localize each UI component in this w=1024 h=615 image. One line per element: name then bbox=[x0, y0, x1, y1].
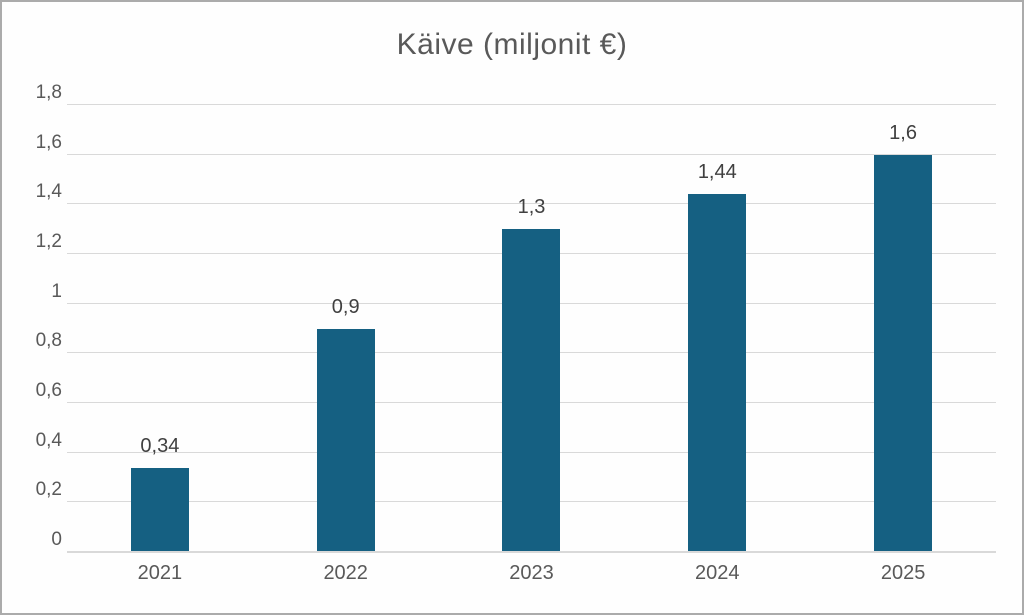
bar-2024 bbox=[688, 194, 747, 552]
y-axis-tick-label: 0,2 bbox=[35, 479, 62, 501]
bar-series: 0,34 0,9 1,3 1,44 1,6 bbox=[67, 105, 996, 552]
bar-slot: 1,44 bbox=[624, 105, 810, 552]
bar-slot: 0,34 bbox=[67, 105, 253, 552]
y-axis-tick-label: 1,6 bbox=[35, 131, 62, 153]
y-axis-tick-label: 0,4 bbox=[35, 429, 62, 451]
bar-slot: 1,6 bbox=[810, 105, 996, 552]
y-axis-tick-label: 1 bbox=[51, 280, 62, 302]
gridline bbox=[67, 104, 996, 105]
gridline bbox=[67, 203, 996, 205]
data-label: 1,44 bbox=[697, 161, 737, 184]
data-label: 0,34 bbox=[140, 434, 180, 457]
y-axis-tick-label: 1,4 bbox=[35, 181, 62, 203]
x-axis-tick-label: 2023 bbox=[509, 562, 554, 584]
bar-slot: 1,3 bbox=[439, 105, 625, 552]
x-axis-tick-label: 2025 bbox=[880, 562, 926, 584]
bar-slot: 0,9 bbox=[253, 105, 439, 552]
chart-title: Käive (miljonit €) bbox=[396, 28, 628, 61]
bar-2025 bbox=[874, 154, 933, 552]
bar-2021 bbox=[130, 467, 189, 552]
bar-2022 bbox=[316, 328, 375, 552]
y-axis-tick-label: 0,8 bbox=[35, 330, 62, 352]
y-axis-tick-label: 0 bbox=[51, 529, 62, 550]
data-label: 1,6 bbox=[889, 121, 917, 144]
x-axis-labels: 2021 2022 2023 2024 2025 bbox=[67, 562, 996, 585]
x-axis-tick-label: 2022 bbox=[323, 562, 368, 584]
y-axis-tick-label: 0,6 bbox=[35, 380, 62, 401]
gridline bbox=[67, 153, 996, 155]
x-axis-tick-label: 2021 bbox=[137, 562, 183, 584]
x-axis-line bbox=[67, 551, 996, 553]
data-label: 1,3 bbox=[517, 196, 546, 219]
data-label: 0,9 bbox=[331, 295, 360, 318]
bar-2023 bbox=[502, 229, 561, 552]
plot-area: 0 0,2 0,4 0,6 0,8 1 1,2 1,4 1,6 1,8 0,34 0,9 1,3 1,4… bbox=[36, 82, 996, 553]
x-axis-tick-label: 2024 bbox=[695, 562, 740, 584]
y-axis-tick-label: 1,8 bbox=[35, 82, 62, 103]
y-axis-tick-label: 1,2 bbox=[35, 231, 62, 252]
